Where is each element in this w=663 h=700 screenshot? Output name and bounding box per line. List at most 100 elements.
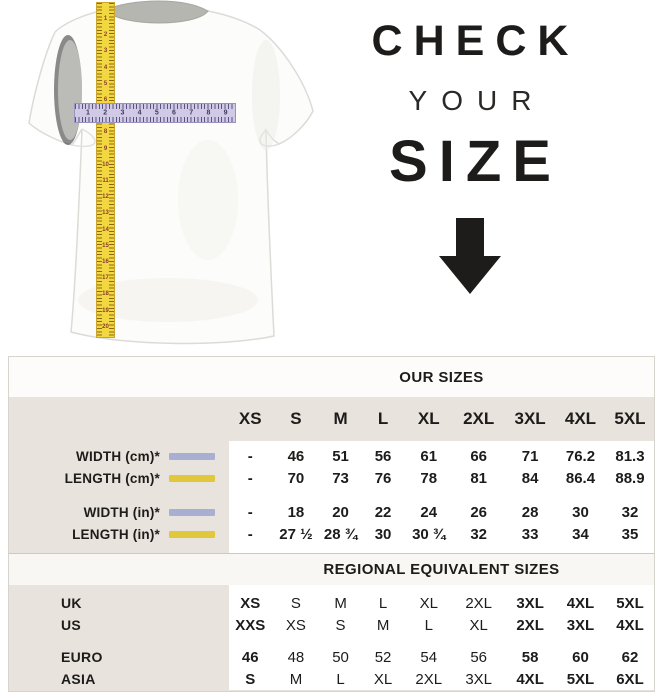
label-text: US (61, 617, 82, 633)
size-value: 56 (374, 447, 392, 465)
row-label-asia: ASIA (9, 668, 229, 690)
size-value: 18 (287, 503, 305, 521)
size-value: - (247, 469, 253, 487)
width-swatch-icon (169, 508, 215, 516)
size-value: 6XL (616, 670, 644, 688)
col-header: L (377, 409, 389, 428)
size-value: 46 (241, 648, 259, 666)
size-value: 4XL (616, 616, 644, 634)
size-value: M (289, 670, 303, 688)
table-row-width-cm: - 46 51 56 61 66 71 76.2 81.3 (229, 445, 654, 467)
regional-section: UK US EURO ASIA XS S M L XL 2XL 3XL 4X (9, 585, 654, 690)
size-value: XS (240, 594, 261, 612)
size-value: L (336, 670, 345, 688)
regional-sizes-title: REGIONAL EQUIVALENT SIZES (323, 561, 560, 578)
size-value: 56 (470, 648, 488, 666)
size-value: 86.4 (565, 469, 596, 487)
size-value: 2XL (465, 594, 493, 612)
size-value: 27 ½ (279, 525, 313, 543)
size-value: 81.3 (615, 447, 645, 465)
size-value: 81 (470, 469, 488, 487)
size-value: XL (373, 670, 393, 688)
hero-title: CHECK YOUR SIZE (338, 20, 602, 299)
size-value: S (335, 616, 346, 634)
regional-sizes-header: REGIONAL EQUIVALENT SIZES (9, 553, 654, 585)
size-value: M (376, 616, 390, 634)
size-value: XS (285, 616, 306, 634)
size-value: 32 (470, 525, 488, 543)
col-header: 5XL (614, 409, 646, 428)
title-size: SIZE (389, 129, 562, 194)
length-swatch-icon (169, 474, 215, 482)
size-value: 66 (470, 447, 488, 465)
size-value: 54 (420, 648, 438, 666)
size-value: 5XL (566, 670, 595, 688)
measurement-data: XS S M L XL 2XL 3XL 4XL 5XL - 46 51 56 6… (229, 397, 654, 553)
row-label-us: US (9, 614, 229, 636)
size-value: 62 (621, 648, 639, 666)
size-value: 52 (374, 648, 392, 666)
col-header: 4XL (564, 409, 597, 428)
size-value: 4XL (566, 594, 595, 612)
table-row-uk: XS S M L XL 2XL 3XL 4XL 5XL (229, 592, 654, 614)
size-value: XL (419, 594, 438, 612)
row-label-width-in: WIDTH (in)* (9, 501, 229, 523)
length-swatch-icon (169, 530, 215, 538)
size-value: 5XL (616, 594, 644, 612)
size-value: 24 (420, 503, 438, 521)
size-value: S (290, 594, 301, 612)
size-value: 26 (470, 503, 488, 521)
size-value: 58 (521, 648, 539, 666)
table-row-euro: 46 48 50 52 54 56 58 60 62 (229, 646, 654, 668)
size-value: 60 (572, 648, 589, 666)
size-value: 35 (621, 525, 639, 543)
our-sizes-title: OUR SIZES (399, 368, 484, 386)
table-row-asia: S M L XL 2XL 3XL 4XL 5XL 6XL (229, 668, 654, 690)
col-header: S (290, 409, 302, 428)
row-label-euro: EURO (9, 646, 229, 668)
size-value: L (424, 616, 433, 634)
size-value: 32 (621, 503, 639, 521)
label-text: ASIA (61, 671, 96, 687)
size-value: S (245, 670, 256, 688)
label-text: LENGTH (in)* (72, 526, 160, 542)
table-row-length-in: - 27 ½ 28 ¾ 30 30 ¾ 32 33 34 35 (229, 523, 654, 545)
size-value: 3XL (516, 594, 544, 612)
measurement-labels: WIDTH (cm)* LENGTH (cm)* WIDTH (in)* LEN… (9, 397, 229, 553)
size-value: 2XL (516, 616, 544, 634)
col-header: XS (238, 409, 262, 428)
row-label-uk: UK (9, 592, 229, 614)
size-value: 50 (332, 648, 349, 666)
size-value: - (247, 525, 253, 543)
size-value: 73 (332, 469, 349, 487)
size-value: 70 (287, 469, 305, 487)
title-your: YOUR (408, 85, 546, 116)
size-value: 30 (374, 525, 392, 543)
size-value: 30 (572, 503, 589, 521)
size-value: 48 (287, 648, 305, 666)
row-label-length-cm: LENGTH (cm)* (9, 467, 229, 489)
label-text: LENGTH (cm)* (64, 470, 160, 486)
size-chart-table: OUR SIZES WIDTH (cm)* LENGTH (cm)* WIDTH… (8, 356, 655, 692)
regional-data: XS S M L XL 2XL 3XL 4XL 5XL XXS XS S M L… (229, 585, 654, 690)
size-value: 76 (374, 469, 392, 487)
size-value: 78 (420, 469, 438, 487)
row-label-length-in: LENGTH (in)* (9, 523, 229, 545)
measurement-values: - 46 51 56 61 66 71 76.2 81.3 - 70 73 76… (229, 441, 654, 553)
size-value: XXS (235, 616, 266, 634)
size-value: 71 (521, 447, 539, 465)
size-value: 28 ¾ (323, 525, 358, 543)
size-value: L (378, 594, 388, 612)
col-header: 3XL (514, 409, 546, 428)
size-value: 30 ¾ (412, 525, 446, 543)
tshirt-image: 1234567891011121314151617181920 12345678… (8, 0, 338, 352)
size-value: 2XL (415, 670, 443, 688)
label-text: UK (61, 595, 82, 611)
hero-section: 1234567891011121314151617181920 12345678… (8, 0, 602, 352)
size-value: 3XL (465, 670, 493, 688)
size-value: 76.2 (565, 447, 596, 465)
size-value: 51 (332, 447, 349, 465)
size-value: 20 (332, 503, 349, 521)
size-value: 3XL (566, 616, 595, 634)
